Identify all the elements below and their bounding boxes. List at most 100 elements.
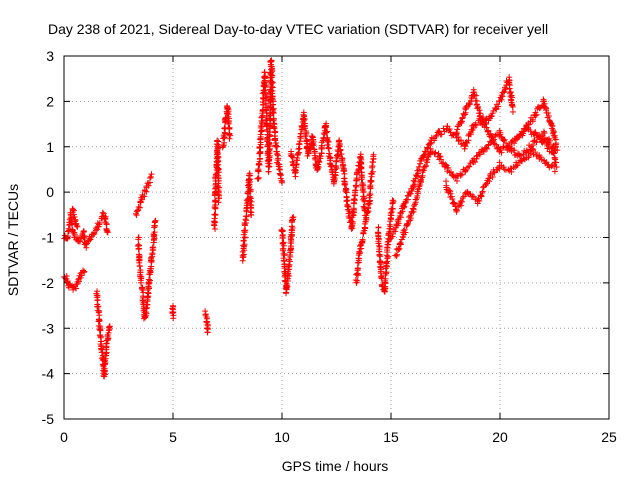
data-point [521, 156, 528, 163]
data-point [323, 128, 330, 135]
data-point [358, 174, 365, 181]
y-tick-label: -5 [42, 411, 55, 427]
data-point [265, 163, 272, 170]
data-point [269, 109, 276, 116]
data-point [482, 116, 489, 123]
data-point [147, 173, 154, 180]
data-point [416, 163, 423, 170]
data-point [148, 171, 155, 178]
data-point [375, 232, 382, 239]
data-point [241, 241, 248, 248]
data-point [554, 147, 561, 154]
data-point [143, 310, 150, 317]
data-point [273, 142, 280, 149]
data-point [459, 115, 466, 122]
data-point [149, 244, 156, 251]
data-point [455, 203, 462, 210]
grid-lines [64, 56, 609, 419]
data-point [78, 272, 85, 279]
data-point [333, 158, 340, 165]
data-point [360, 193, 367, 200]
data-point [135, 245, 142, 252]
data-point [457, 198, 464, 205]
data-point [221, 139, 228, 146]
data-point [106, 323, 113, 330]
data-point [490, 136, 497, 143]
data-point [532, 112, 539, 119]
data-point [375, 224, 382, 231]
data-point [266, 139, 273, 146]
data-point [437, 156, 444, 163]
data-point [137, 279, 144, 286]
data-point [255, 174, 262, 181]
data-point [533, 139, 540, 146]
data-point [340, 168, 347, 175]
data-point [383, 259, 390, 266]
data-point [348, 225, 355, 232]
data-point [169, 309, 176, 316]
data-point [241, 227, 248, 234]
data-point [532, 149, 539, 156]
data-point [460, 193, 467, 200]
data-point [490, 137, 497, 144]
data-point [103, 340, 110, 347]
data-point [472, 121, 479, 128]
data-point [336, 146, 343, 153]
y-tick-label: 2 [46, 93, 54, 109]
data-point [225, 120, 232, 127]
data-point [212, 212, 219, 219]
data-point [414, 170, 421, 177]
data-point [255, 161, 262, 168]
data-point [449, 196, 456, 203]
data-point [454, 126, 461, 133]
data-point [387, 212, 394, 219]
data-point [212, 198, 219, 205]
data-point [459, 195, 466, 202]
chart-title: Day 238 of 2021, Sidereal Day-to-day VTE… [48, 21, 548, 37]
data-point [523, 147, 530, 154]
data-point [389, 197, 396, 204]
data-point [214, 137, 221, 144]
data-point [143, 301, 150, 308]
data-point [266, 146, 273, 153]
data-point [461, 145, 468, 152]
data-point [266, 160, 273, 167]
data-point [227, 132, 234, 139]
data-point [497, 129, 504, 136]
data-point [99, 209, 106, 216]
data-point [96, 219, 103, 226]
data-point [77, 238, 84, 245]
data-point [476, 197, 483, 204]
data-point [271, 125, 278, 132]
data-point [411, 178, 418, 185]
data-point [268, 58, 275, 65]
data-point [394, 251, 401, 258]
data-point [224, 105, 231, 112]
data-point [269, 66, 276, 73]
data-point [294, 157, 301, 164]
data-point [458, 198, 465, 205]
data-point [422, 163, 429, 170]
data-point [412, 196, 419, 203]
data-point [332, 169, 339, 176]
data-point [295, 146, 302, 153]
x-tick-label: 25 [601, 429, 617, 445]
y-tick-label: 1 [46, 139, 54, 155]
data-point [496, 159, 503, 166]
data-point [389, 205, 396, 212]
data-point [318, 142, 325, 149]
data-point [346, 208, 353, 215]
x-axis-title: GPS time / hours [282, 458, 389, 474]
data-point [341, 181, 348, 188]
data-points [61, 57, 561, 380]
data-point [492, 141, 499, 148]
data-point [297, 130, 304, 137]
data-point [343, 197, 350, 204]
data-point [280, 242, 287, 249]
data-point [261, 87, 268, 94]
data-point [277, 175, 284, 182]
data-point [348, 218, 355, 225]
data-point [475, 195, 482, 202]
data-point [326, 150, 333, 157]
data-point [203, 318, 210, 325]
